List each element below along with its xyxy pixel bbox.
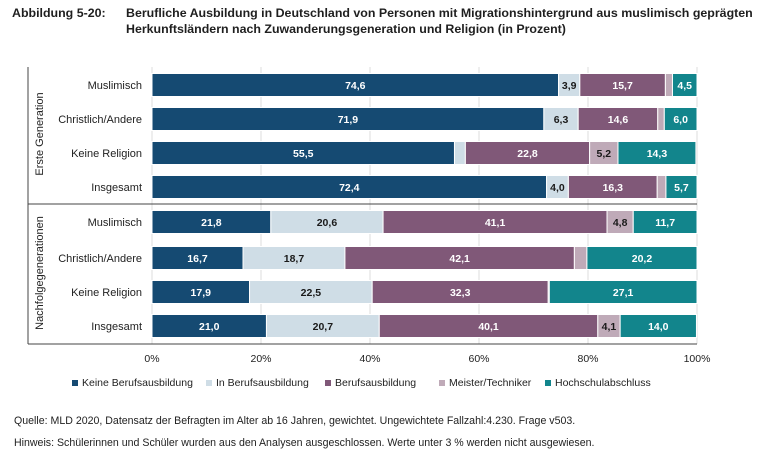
source-note: Quelle: MLD 2020, Datensatz der Befragte… (14, 415, 576, 427)
data-label: 22,5 (301, 287, 322, 299)
bar-segment (665, 175, 698, 199)
data-label: 40,1 (478, 321, 499, 333)
category-label: Christlich/Andere (58, 114, 142, 126)
bar-segment (617, 141, 697, 165)
data-label: 4,8 (613, 217, 628, 229)
data-label: 14,6 (608, 114, 629, 126)
bar-segment (619, 314, 697, 338)
data-label: 72,4 (339, 182, 360, 194)
data-label: 4,0 (550, 182, 565, 194)
data-label: 18,7 (284, 253, 305, 265)
data-label: 20,7 (313, 321, 334, 333)
data-label: 55,5 (293, 148, 314, 160)
legend-swatch (545, 380, 551, 386)
legend-label: In Berufsausbildung (216, 377, 309, 389)
bar-segment (548, 280, 698, 304)
category-label: Muslimisch (88, 80, 142, 92)
data-label: 74,6 (345, 80, 366, 92)
data-label: 21,8 (201, 217, 222, 229)
data-label: 32,3 (450, 287, 471, 299)
data-label: 17,9 (191, 287, 212, 299)
x-tick-label: 40% (359, 353, 380, 365)
data-label: 6,0 (673, 114, 688, 126)
bar-segment (453, 141, 466, 165)
bar-segment (657, 107, 665, 131)
data-label: 4,1 (602, 321, 617, 333)
group-label: Erste Generation (34, 92, 46, 175)
data-label: 6,3 (554, 114, 569, 126)
bar-segment (664, 73, 673, 97)
data-label: 14,3 (647, 148, 668, 160)
bar-segment (573, 246, 588, 270)
data-label: 4,5 (677, 80, 692, 92)
data-label: 16,7 (187, 253, 208, 265)
x-tick-label: 100% (684, 353, 711, 365)
hint-note: Hinweis: Schülerinnen und Schüler wurden… (14, 437, 595, 449)
group-label: Nachfolgegenerationen (34, 216, 46, 330)
legend-label: Keine Berufsausbildung (82, 377, 193, 389)
data-label: 3,9 (562, 80, 577, 92)
bar-segment (656, 175, 667, 199)
legend-label: Berufsausbildung (335, 377, 416, 389)
category-label: Keine Religion (71, 287, 142, 299)
x-tick-label: 60% (468, 353, 489, 365)
bar-segment (671, 73, 698, 97)
data-label: 22,8 (517, 148, 538, 160)
category-label: Insgesamt (91, 321, 142, 333)
data-label: 20,2 (632, 253, 653, 265)
bar-segment (663, 107, 698, 131)
data-label: 21,0 (199, 321, 220, 333)
figure-caption: Berufliche Ausbildung in Deutschland von… (126, 6, 753, 36)
legend-swatch (72, 380, 78, 386)
x-tick-label: 80% (577, 353, 598, 365)
category-label: Christlich/Andere (58, 253, 142, 265)
data-label: 27,1 (613, 287, 634, 299)
legend-swatch (439, 380, 445, 386)
data-label: 5,7 (674, 182, 689, 194)
stacked-bar-chart: Erste Generation Nachfolgegenerationen Mus… (27, 67, 711, 389)
x-tick-label: 20% (250, 353, 271, 365)
figure-number: Abbildung 5-20: (12, 6, 106, 20)
legend-label: Hochschulabschluss (555, 377, 651, 389)
x-tick-label: 0% (144, 353, 159, 365)
category-label: Muslimisch (88, 217, 142, 229)
data-label: 5,2 (597, 148, 612, 160)
legend-label: Meister/Techniker (449, 377, 532, 389)
data-label: 42,1 (449, 253, 470, 265)
figure-title: Abbildung 5-20: Berufliche Ausbildung in… (12, 5, 764, 37)
bar-segment (586, 246, 698, 270)
legend-swatch (325, 380, 331, 386)
category-label: Insgesamt (91, 182, 142, 194)
bar-segment (632, 210, 698, 234)
data-label: 11,7 (655, 217, 675, 229)
data-label: 71,9 (338, 114, 359, 126)
data-label: 20,6 (317, 217, 338, 229)
category-label: Keine Religion (71, 148, 142, 160)
data-label: 14,0 (648, 321, 669, 333)
legend-swatch (206, 380, 212, 386)
data-label: 16,3 (603, 182, 624, 194)
data-label: 41,1 (485, 217, 506, 229)
data-label: 15,7 (612, 80, 633, 92)
